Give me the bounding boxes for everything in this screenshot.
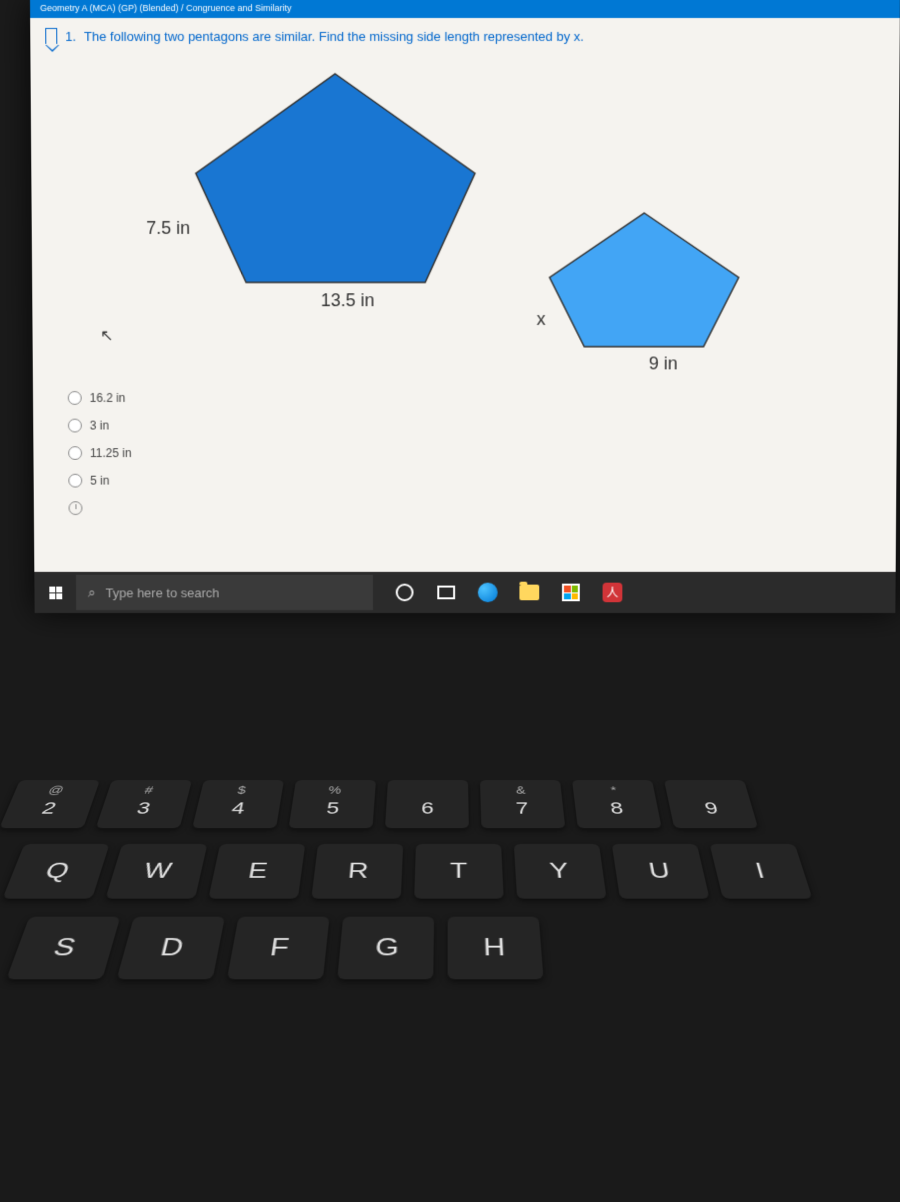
key: 6	[385, 780, 469, 828]
search-icon: ⌕	[88, 584, 96, 601]
pentagon-large	[175, 64, 495, 292]
question-content: 1. The following two pentagons are simil…	[30, 18, 900, 572]
diagram: 7.5 in 13.5 in x 9 in	[105, 64, 884, 362]
search-placeholder: Type here to search	[106, 585, 220, 600]
monitor-screen: Geometry A (MCA) (GP) (Blended) / Congru…	[30, 0, 900, 613]
radio-icon[interactable]	[68, 446, 82, 460]
question-text: The following two pentagons are similar.…	[84, 28, 584, 43]
label-large-left: 7.5 in	[146, 218, 190, 239]
label-small-bottom: 9 in	[649, 354, 678, 375]
key: $4	[192, 780, 284, 828]
key: Y	[514, 844, 607, 899]
label-small-left: x	[537, 309, 546, 330]
question-prompt: 1. The following two pentagons are simil…	[45, 28, 885, 44]
windows-icon	[49, 586, 62, 599]
explorer-icon[interactable]	[517, 581, 541, 604]
label-large-bottom: 13.5 in	[321, 290, 375, 311]
key: F	[227, 917, 330, 980]
cursor-icon: ↖	[100, 326, 113, 346]
key: *8	[572, 780, 662, 828]
key: T	[414, 844, 503, 899]
answer-label: 11.25 in	[90, 446, 132, 460]
answer-label: 16.2 in	[90, 391, 126, 405]
key-row-qwerty: QWERTYUI	[0, 844, 900, 899]
taskbar: ⌕ Type here to search 人	[34, 572, 895, 613]
key: @2	[0, 780, 100, 828]
key: R	[311, 844, 403, 899]
key-row-numbers: @2#3$4%56&7*89	[0, 780, 900, 828]
app-header: Geometry A (MCA) (GP) (Blended) / Congru…	[30, 0, 900, 18]
breadcrumb: Geometry A (MCA) (GP) (Blended) / Congru…	[40, 3, 292, 13]
search-box[interactable]: ⌕ Type here to search	[76, 575, 373, 610]
key: I	[710, 844, 813, 899]
answer-list: 16.2 in 3 in 11.25 in 5 in	[68, 391, 882, 487]
key: U	[612, 844, 710, 899]
answer-label: 5 in	[90, 474, 109, 488]
answer-label: 3 in	[90, 419, 109, 433]
edge-icon[interactable]	[476, 581, 500, 604]
radio-icon[interactable]	[68, 419, 82, 433]
taskview-icon[interactable]	[434, 581, 458, 604]
key: W	[105, 844, 207, 899]
cortana-icon[interactable]	[393, 581, 417, 604]
key: &7	[480, 780, 565, 828]
key: E	[208, 844, 305, 899]
bookmark-icon[interactable]	[45, 28, 57, 44]
key: #3	[96, 780, 192, 828]
key: 9	[664, 780, 758, 828]
pentagon-small	[535, 203, 754, 351]
taskbar-icons: 人	[393, 581, 625, 604]
start-button[interactable]	[34, 572, 76, 613]
answer-option[interactable]: 11.25 in	[68, 446, 882, 460]
answer-option[interactable]: 5 in	[68, 474, 881, 488]
key: %5	[289, 780, 376, 828]
answer-option[interactable]: 16.2 in	[68, 391, 882, 405]
answer-option[interactable]: 3 in	[68, 419, 882, 433]
radio-icon[interactable]	[68, 391, 82, 405]
key-row-asdf: SDFGH	[0, 917, 900, 980]
key: S	[6, 917, 120, 980]
question-number: 1.	[65, 28, 76, 43]
key: G	[337, 917, 434, 980]
key: H	[448, 917, 544, 980]
radio-icon[interactable]	[68, 474, 82, 488]
clock-icon[interactable]	[69, 501, 83, 515]
app-icon[interactable]: 人	[601, 581, 625, 604]
keyboard: @2#3$4%56&7*89 QWERTYUI SDFGH	[0, 780, 900, 1202]
key: Q	[3, 844, 110, 899]
key: D	[117, 917, 225, 980]
store-icon[interactable]	[559, 581, 583, 604]
